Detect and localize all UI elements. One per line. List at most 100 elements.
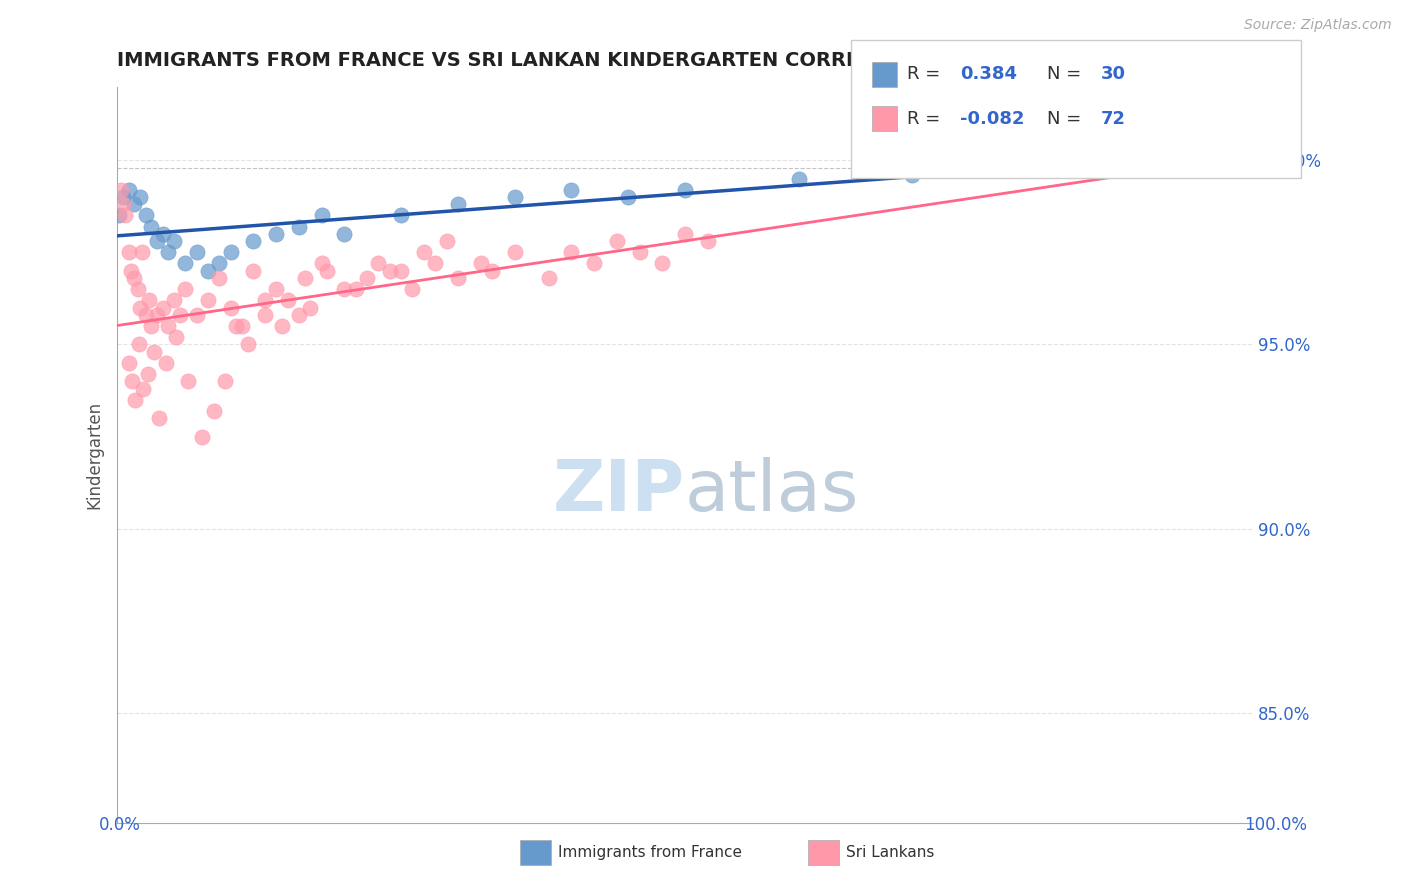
Point <box>389 209 412 223</box>
Point <box>367 256 389 270</box>
Text: N =: N = <box>1047 110 1081 128</box>
Y-axis label: Kindergarten: Kindergarten <box>86 401 103 509</box>
Point <box>186 308 208 322</box>
Point <box>401 282 423 296</box>
Point <box>696 234 718 248</box>
Point <box>481 264 503 278</box>
Point <box>560 245 582 260</box>
Point <box>503 245 526 260</box>
Point <box>146 234 169 248</box>
Point <box>197 264 219 278</box>
Point <box>136 367 159 381</box>
Point <box>142 344 165 359</box>
Point <box>132 382 155 396</box>
Point <box>197 293 219 308</box>
Point <box>114 209 136 223</box>
Point <box>117 245 139 260</box>
Point <box>117 356 139 370</box>
Point <box>138 293 160 308</box>
Point <box>141 319 163 334</box>
Point <box>231 319 253 334</box>
Point <box>288 219 311 234</box>
Text: IMMIGRANTS FROM FRANCE VS SRI LANKAN KINDERGARTEN CORRELATION CHART: IMMIGRANTS FROM FRANCE VS SRI LANKAN KIN… <box>117 51 1019 70</box>
Point <box>901 168 924 182</box>
Point <box>202 404 225 418</box>
Point <box>389 264 412 278</box>
Point <box>146 308 169 322</box>
Point <box>277 293 299 308</box>
Point <box>120 264 142 278</box>
Point <box>264 227 287 241</box>
Point <box>470 256 492 270</box>
Point <box>333 282 356 296</box>
Point <box>163 293 186 308</box>
Text: -0.082: -0.082 <box>960 110 1025 128</box>
Point <box>436 234 458 248</box>
Point <box>537 271 560 285</box>
Point <box>122 271 145 285</box>
Point <box>311 209 333 223</box>
Point <box>651 256 673 270</box>
Point <box>447 271 470 285</box>
Point <box>299 301 322 315</box>
Point <box>148 411 170 425</box>
Point <box>135 308 157 322</box>
Point <box>311 256 333 270</box>
Text: 72: 72 <box>1101 110 1126 128</box>
Point <box>583 256 606 270</box>
Point <box>236 337 259 351</box>
Point <box>152 227 174 241</box>
Point <box>155 356 177 370</box>
Point <box>110 183 132 197</box>
Point <box>169 308 191 322</box>
Point <box>225 319 247 334</box>
Point <box>673 227 696 241</box>
Text: ZIP: ZIP <box>553 458 685 526</box>
Point <box>152 301 174 315</box>
Point <box>316 264 339 278</box>
Point <box>412 245 434 260</box>
Point <box>356 271 378 285</box>
Point <box>425 256 447 270</box>
Point <box>141 219 163 234</box>
Point <box>174 256 197 270</box>
Point <box>378 264 401 278</box>
Point <box>673 183 696 197</box>
Point <box>242 264 264 278</box>
Point <box>117 183 139 197</box>
Point <box>108 209 131 223</box>
Point <box>242 234 264 248</box>
Point <box>124 392 146 407</box>
Point <box>135 209 157 223</box>
Point <box>344 282 367 296</box>
Text: 30: 30 <box>1101 65 1126 83</box>
Point <box>288 308 311 322</box>
Point <box>121 374 143 388</box>
Text: Sri Lankans: Sri Lankans <box>846 846 935 860</box>
Point <box>128 337 150 351</box>
Point <box>447 197 470 211</box>
Point <box>129 190 152 204</box>
Point <box>129 301 152 315</box>
Point <box>1015 161 1038 175</box>
Point <box>127 282 149 296</box>
Point <box>163 234 186 248</box>
Point <box>617 190 640 204</box>
Point <box>174 282 197 296</box>
Point <box>157 319 180 334</box>
Point <box>264 282 287 296</box>
Point <box>787 171 810 186</box>
Point <box>191 429 214 443</box>
Text: atlas: atlas <box>685 458 859 526</box>
Point <box>111 197 134 211</box>
Point <box>270 319 292 334</box>
Point <box>111 190 134 204</box>
Point <box>253 293 276 308</box>
Point <box>186 245 208 260</box>
Point <box>157 245 180 260</box>
Point <box>560 183 582 197</box>
Point <box>165 330 187 344</box>
Point <box>208 256 231 270</box>
Point <box>606 234 628 248</box>
Text: Source: ZipAtlas.com: Source: ZipAtlas.com <box>1244 18 1392 32</box>
